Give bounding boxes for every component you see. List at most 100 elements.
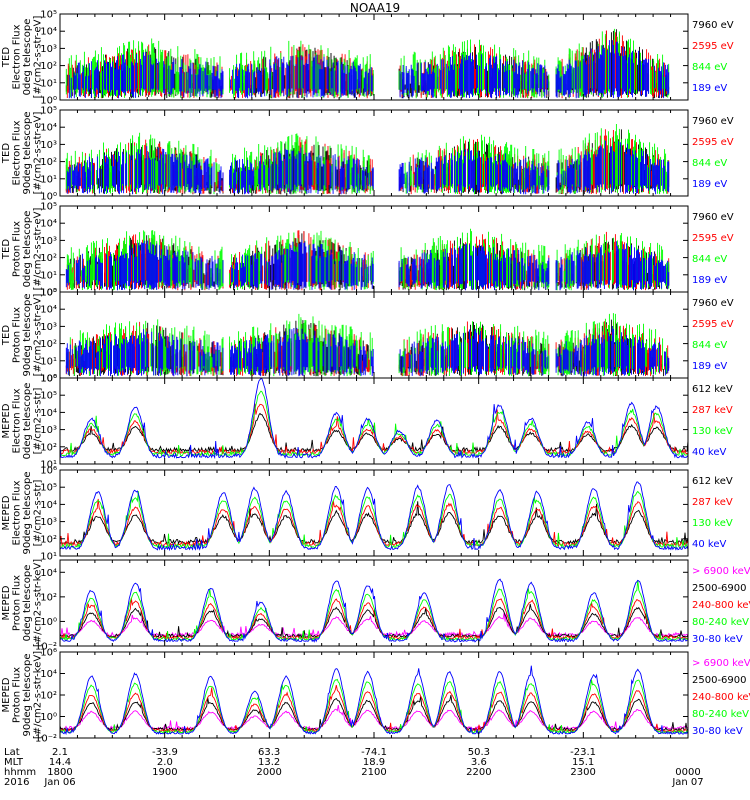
x-tick-label: -33.9 [152,747,178,758]
y-tick-label: 10⁵ [40,288,57,299]
legend-entry: 2595 eV [692,319,734,330]
y-tick-label: 10⁶ [40,648,57,659]
y-tick-label: 10⁴ [40,27,57,38]
y-tick-label: 10⁵ [40,391,57,402]
y-tick-label: 10⁰ [40,712,57,723]
x-tick-label: 18.9 [363,757,385,768]
legend-entry: 189 eV [692,361,727,372]
series-80-240-kev [60,579,688,642]
x-tick-label: Jan 07 [671,777,703,788]
legend-entry: 2595 eV [692,137,734,148]
y-tick-label: 10⁴ [40,669,57,680]
x-tick-label: 2100 [361,767,386,778]
series--6900-kev [60,612,688,637]
series-40-kev [60,378,688,460]
series--6900-kev [60,705,688,731]
series-80-240-kev [60,678,688,734]
legend-entry: 2595 eV [692,233,734,244]
y-tick-label: 10⁴ [40,408,57,419]
y-tick-label: 10⁵ [40,10,57,21]
panel-4-data [65,313,670,377]
y-tick-label: 10² [40,253,57,264]
legend-entry: 80-240 keV [692,709,749,720]
y-axis-label: TEDElectron Flux90deg telescope[#/cm2-s-… [1,111,44,194]
legend-entry: 7960 eV [692,212,734,223]
x-tick-label: 2000 [256,767,281,778]
legend-entry: 2500-6900 [692,583,747,594]
y-tick-label: 10² [40,592,57,603]
panel-1-data [65,28,670,99]
panel-frame [59,13,689,101]
series-2500-6900 [60,695,688,732]
legend-entry: 189 eV [692,179,727,190]
series-40-kev [60,481,688,552]
y-tick-label: 10⁶ [40,374,57,385]
legend-entry: 7960 eV [692,116,734,127]
y-tick-label: 10⁴ [40,123,57,134]
legend-entry: 130 keV [692,518,733,529]
legend-entry: 844 eV [692,158,727,169]
legend-entry: 844 eV [692,254,727,265]
y-tick-label: 10⁻² [35,734,57,745]
legend-entry: 30-80 keV [692,726,743,737]
x-tick-label: 13.2 [258,757,280,768]
y-axis-label: MEPEDElectron Flux90deg telescope[#/cm2-… [1,471,44,554]
legend-entry: 287 keV [692,405,733,416]
y-tick-label: 10⁵ [40,106,57,117]
y-tick-label: 10¹ [40,174,57,185]
y-axis-label: MEPEDProton Flux0deg telescope[#/cm2-s-s… [1,559,44,647]
y-tick-label: 10⁰ [40,617,57,628]
legend-entry: 2595 eV [692,41,734,52]
y-axis-label: TEDProton Flux90deg telescope[#/cm2-s-st… [1,293,44,376]
y-axis-label: MEPEDElectron Flux0deg telescope[#/cm2-s… [1,383,44,460]
y-axis-label: TEDProton Flux0deg telescope[#/cm2-s-str… [1,208,44,291]
x-tick-label: -23.1 [570,747,596,758]
x-tick-label: 2.0 [157,757,173,768]
y-tick-label: 10⁰ [40,96,57,107]
legend-entry: 189 eV [692,83,727,94]
y-tick-label: 10³ [40,44,57,55]
panel-8-data [60,665,688,736]
y-tick-label: 10³ [40,517,57,528]
legend-entry: 40 keV [692,447,726,458]
series-189-ev [66,140,670,195]
series-189-ev [65,326,670,377]
y-tick-label: 10⁵ [40,483,57,494]
panel-frame [59,559,689,647]
x-tick-label: -74.1 [361,747,387,758]
legend-entry: 240-800 keV [692,600,750,611]
x-row-label: Lat [4,747,20,758]
y-tick-label: 10⁴ [40,568,57,579]
legend-entry: 80-240 keV [692,617,749,628]
panel-frame [59,291,689,379]
y-tick-label: 10² [40,339,57,350]
legend-entry: 612 keV [692,384,733,395]
panel-7-data [60,578,688,643]
x-tick-label: 63.3 [258,747,280,758]
panel-2-data [65,124,670,195]
panel-frame [59,109,689,197]
legend-entry: 2500-6900 [692,675,747,686]
panel-frame [59,205,689,293]
x-row-label: 2016 [4,777,29,788]
y-tick-label: 10³ [40,322,57,333]
series-240-800-kev [60,685,688,733]
y-tick-label: 10¹ [40,552,57,563]
y-tick-label: 10⁵ [40,202,57,213]
y-tick-label: 10² [40,61,57,72]
y-tick-label: 10³ [40,425,57,436]
y-tick-label: 10¹ [40,356,57,367]
legend-entry: 240-800 keV [692,692,750,703]
x-tick-label: 3.6 [471,757,487,768]
legend-entry: 189 eV [692,275,727,286]
y-tick-label: 10⁰ [40,288,57,299]
x-tick-label: 2.1 [52,747,68,758]
